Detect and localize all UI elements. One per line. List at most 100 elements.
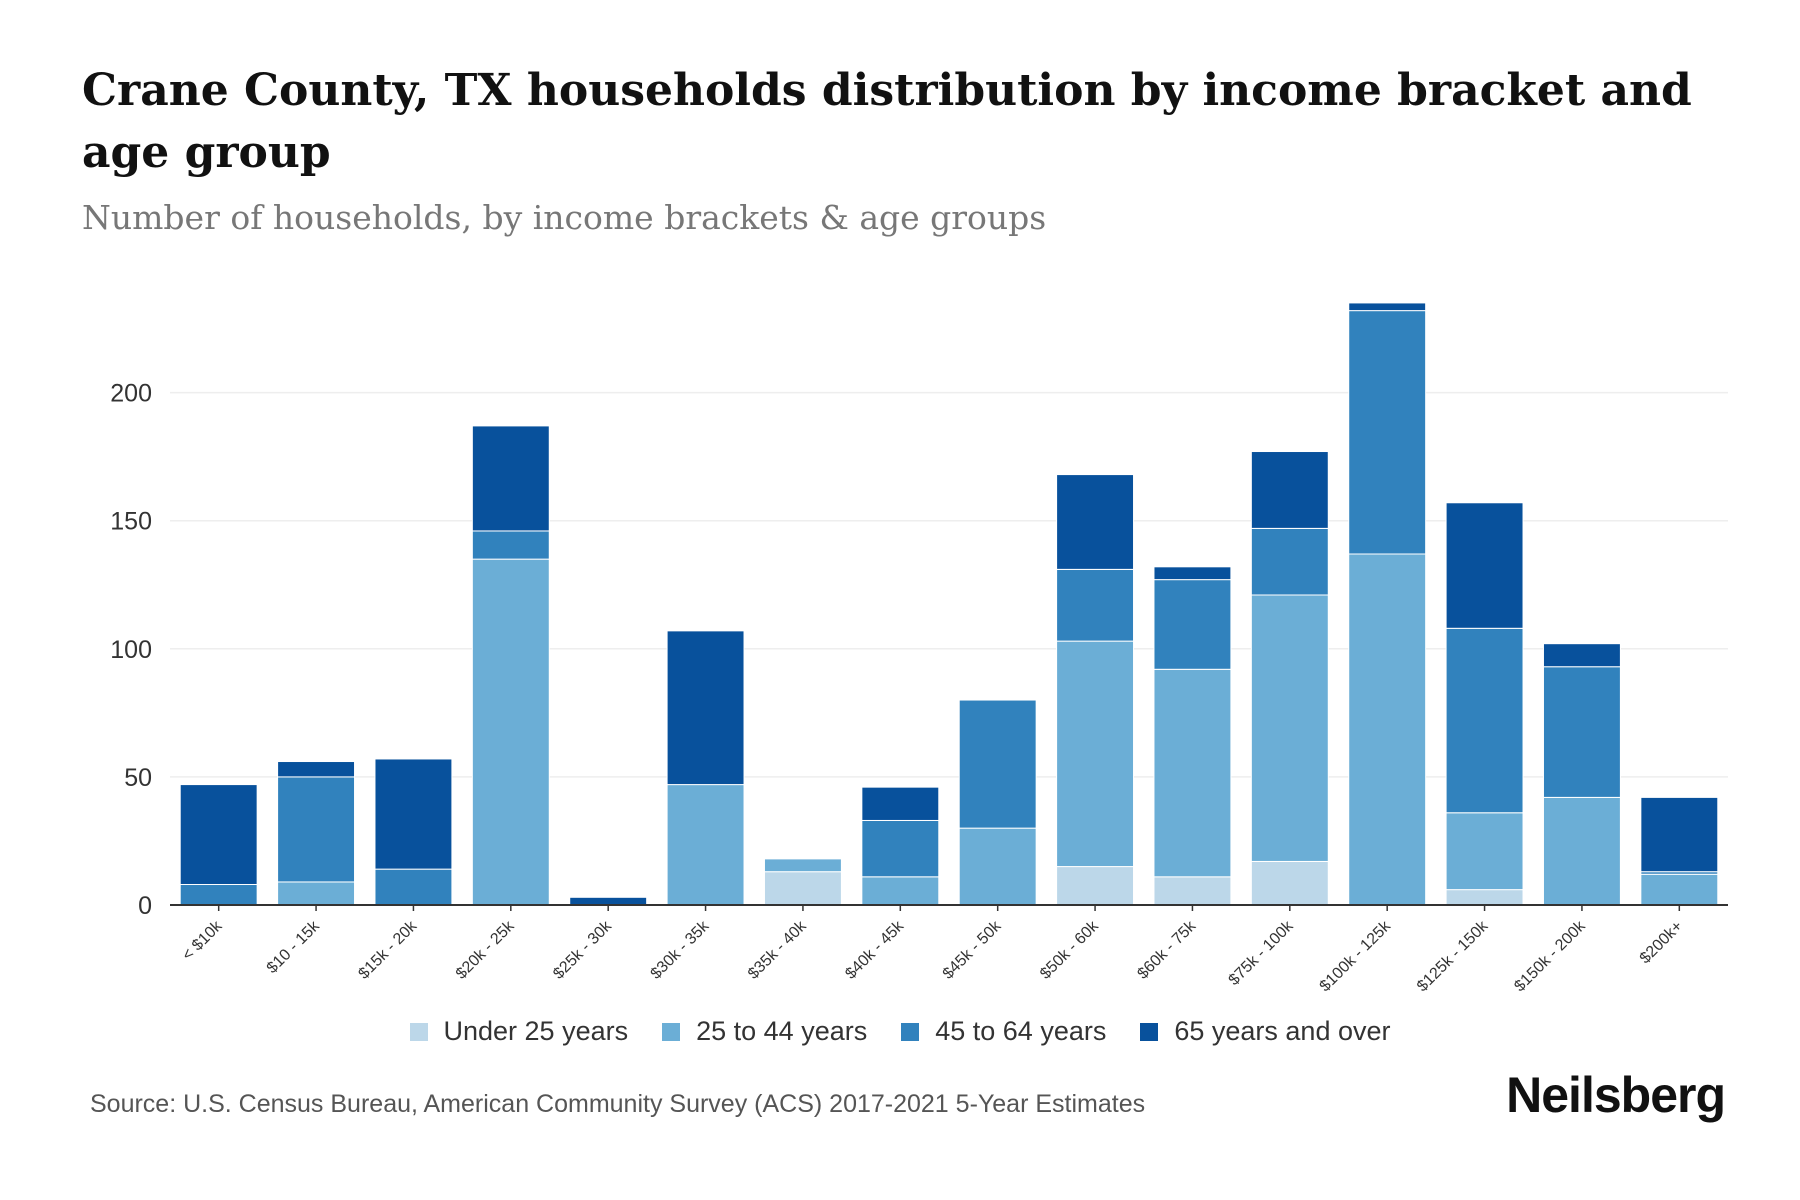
- x-tick-label: $20k - 25k: [453, 917, 519, 983]
- bar-segment: [179, 784, 258, 886]
- bar-segment: [958, 699, 1037, 829]
- legend-item: Under 25 years: [409, 1016, 629, 1047]
- brand-logo: Neilsberg: [1506, 1067, 1726, 1123]
- bar-segment: [277, 881, 356, 906]
- x-tick-label: $30k - 35k: [648, 917, 714, 983]
- bar-segment: [1250, 860, 1329, 906]
- x-tick-label: < $10k: [179, 917, 226, 964]
- x-tick-label: $15k - 20k: [355, 917, 421, 983]
- bar-segment: [1250, 451, 1329, 529]
- bar-stack: [179, 784, 258, 906]
- legend-item: 45 to 64 years: [901, 1016, 1106, 1047]
- bar-segment: [569, 896, 648, 906]
- x-tick-label: $40k - 45k: [842, 917, 908, 983]
- bar-stack: [666, 630, 745, 906]
- bar-segment: [1250, 594, 1329, 862]
- x-tick-label: $100k - 125k: [1317, 917, 1395, 995]
- bar-segment: [1348, 553, 1427, 906]
- legend-swatch: [1140, 1022, 1159, 1041]
- bar-stack: [1153, 566, 1232, 906]
- x-tick-label: $75k - 100k: [1225, 917, 1297, 989]
- bar-stack: [1348, 302, 1427, 906]
- bar-segment: [1153, 668, 1232, 878]
- legend-swatch: [409, 1022, 428, 1041]
- y-axis-ticks: 0 50 100 150 200: [110, 380, 152, 920]
- y-tick-label: 150: [110, 508, 152, 536]
- bar-segment: [471, 558, 550, 906]
- bar-stack: [1542, 643, 1621, 906]
- bar-segment: [1153, 566, 1232, 581]
- bar-segment: [1445, 812, 1524, 891]
- bar-segment: [1056, 866, 1135, 906]
- y-tick-label: 100: [110, 636, 152, 664]
- bar-stack: [1640, 796, 1719, 906]
- legend: Under 25 years 25 to 44 years 45 to 64 yea…: [0, 1016, 1800, 1047]
- stacked-bar-chart: 0 50 100 150 200 < $10k $10 - 15k $15k - 20k $2…: [110, 302, 1728, 995]
- x-tick-label: $150k - 200k: [1511, 917, 1589, 995]
- bar-stack: [569, 896, 648, 906]
- x-tick-label: $45k - 50k: [940, 917, 1006, 983]
- legend-item: 65 years and over: [1140, 1016, 1391, 1047]
- bar-segment: [374, 868, 453, 906]
- x-axis: < $10k $10 - 15k $15k - 20k $20k - 25k $25k …: [170, 904, 1728, 995]
- x-tick-label: $10 - 15k: [264, 917, 324, 977]
- y-tick-label: 200: [110, 380, 152, 408]
- x-tick-label: $35k - 40k: [745, 917, 811, 983]
- bar-segment: [958, 827, 1037, 906]
- chart-subtitle: Number of households, by income brackets…: [82, 198, 1047, 237]
- bar-stack: [1250, 451, 1329, 906]
- bar-stack: [1056, 474, 1135, 906]
- bar-segment: [277, 761, 356, 778]
- x-tick-label: $200k+: [1637, 918, 1686, 967]
- bar-segment: [471, 425, 550, 532]
- bar-segment: [1348, 302, 1427, 312]
- bar-segment: [1348, 310, 1427, 555]
- bar-stack: [374, 758, 453, 906]
- bar-segment: [1056, 568, 1135, 642]
- bar-segment: [1542, 796, 1621, 906]
- y-tick-label: 0: [138, 892, 152, 920]
- bar-segment: [1056, 640, 1135, 868]
- bar-segment: [374, 758, 453, 870]
- bar-segment: [1250, 527, 1329, 596]
- bar-segment: [179, 884, 258, 906]
- bars: [179, 302, 1719, 906]
- x-tick-label: $60k - 75k: [1134, 917, 1200, 983]
- legend-label: Under 25 years: [443, 1016, 629, 1046]
- bar-segment: [277, 776, 356, 883]
- bar-segment: [763, 858, 842, 873]
- legend-label: 45 to 64 years: [935, 1016, 1107, 1046]
- source-note: Source: U.S. Census Bureau, American Com…: [90, 1090, 1146, 1118]
- bar-stack: [958, 699, 1037, 906]
- x-tick-label: $50k - 60k: [1037, 917, 1103, 983]
- bar-stack: [861, 786, 940, 906]
- bar-segment: [1445, 502, 1524, 629]
- x-tick-label: $125k - 150k: [1414, 917, 1492, 995]
- bar-segment: [1542, 666, 1621, 798]
- bar-segment: [1445, 627, 1524, 814]
- bar-stack: [1445, 502, 1524, 906]
- bar-segment: [1153, 876, 1232, 906]
- bar-segment: [1153, 579, 1232, 670]
- bar-segment: [763, 871, 842, 906]
- y-tick-label: 50: [124, 764, 152, 792]
- legend-item: 25 to 44 years: [662, 1016, 867, 1047]
- bar-segment: [471, 530, 550, 560]
- bar-segment: [861, 786, 940, 821]
- legend-label: 25 to 44 years: [696, 1016, 868, 1046]
- bar-segment: [666, 630, 745, 786]
- bar-segment: [1056, 474, 1135, 570]
- bar-segment: [1542, 643, 1621, 668]
- bar-segment: [1640, 873, 1719, 906]
- bar-segment: [861, 819, 940, 878]
- legend-swatch: [662, 1022, 681, 1041]
- bar-stack: [277, 761, 356, 906]
- x-tick-label: $25k - 30k: [550, 917, 616, 983]
- bar-segment: [1445, 889, 1524, 906]
- bar-segment: [666, 784, 745, 906]
- legend-label: 65 years and over: [1174, 1016, 1391, 1046]
- bar-segment: [861, 876, 940, 906]
- bar-stack: [471, 425, 550, 906]
- bar-stack: [763, 858, 842, 906]
- bar-segment: [1640, 796, 1719, 873]
